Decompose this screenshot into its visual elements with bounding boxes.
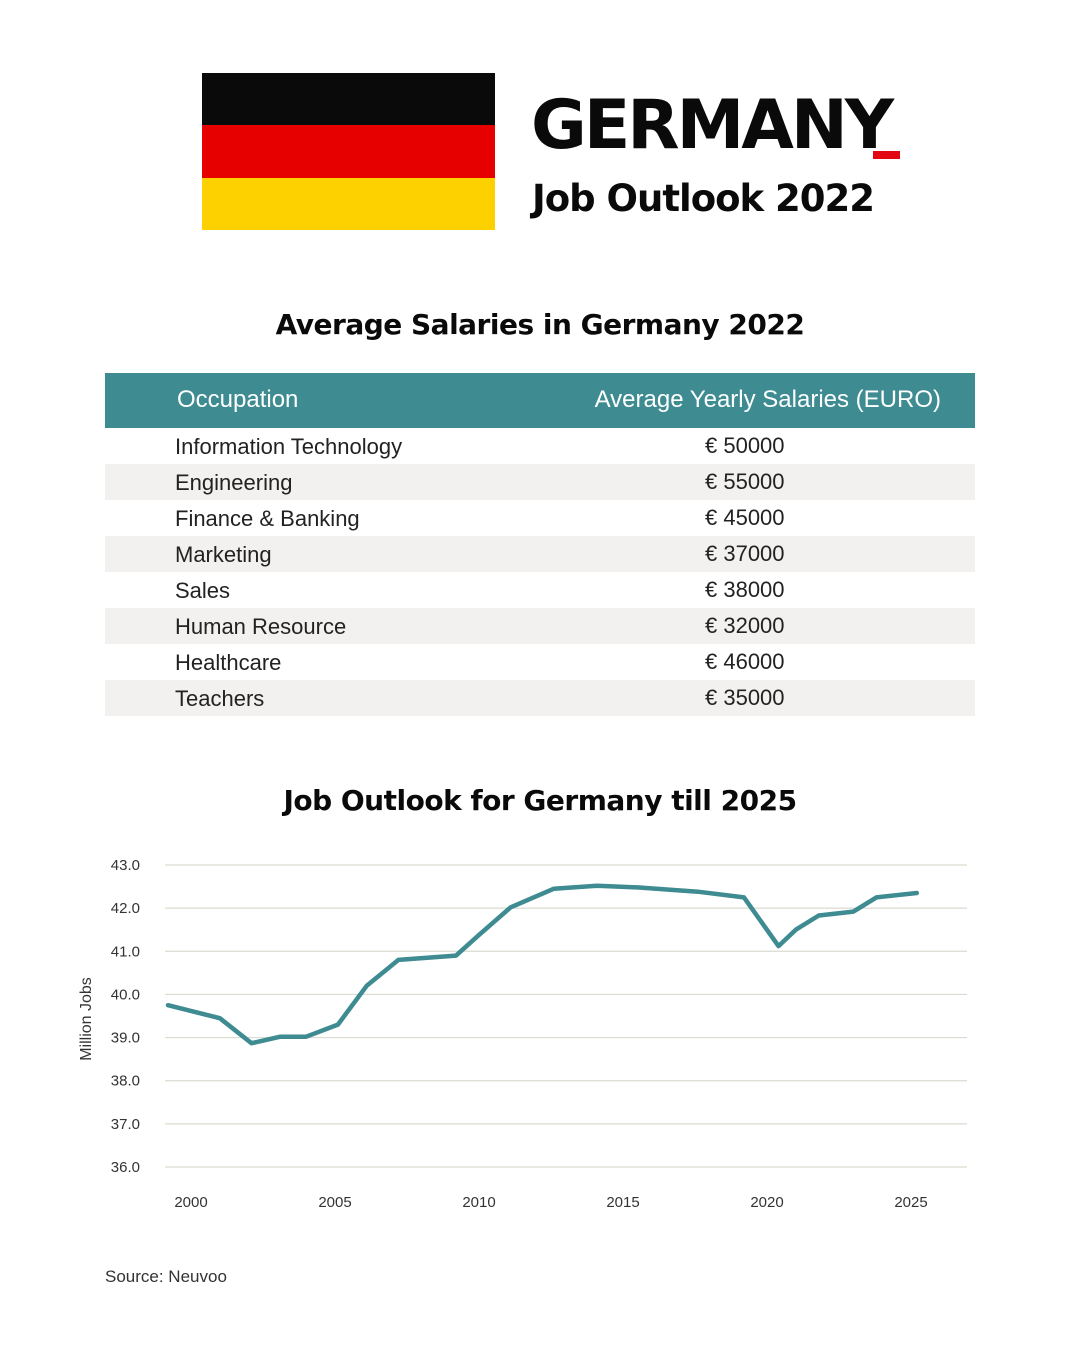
x-tick-label: 2015 [606,1194,639,1211]
series-line-million-jobs [165,883,920,1046]
y-tick-label: 41.0 [111,943,140,960]
x-tick-label: 2005 [318,1194,351,1211]
table-row: Human Resource € 32000 [105,608,975,644]
cell-salary: € 37000 [705,541,785,566]
table-row: Finance & Banking € 45000 [105,500,975,536]
table-header: Occupation Average Yearly Salaries (EURO… [105,373,975,428]
germany-flag [202,73,495,230]
cell-salary: € 32000 [705,613,785,638]
y-axis-label: Million Jobs [78,977,95,1061]
x-tick-label: 2025 [894,1194,927,1211]
flag-stripe-gold [202,177,495,230]
column-header-occupation: Occupation [177,386,299,413]
flag-stripe-red [202,125,495,178]
cell-salary: € 35000 [705,685,785,710]
cell-salary: € 50000 [705,433,785,458]
page-title: GERMANY [531,86,894,165]
y-tick-label: 36.0 [111,1159,140,1176]
cell-occupation: Healthcare [175,650,282,675]
cell-occupation: Sales [175,578,231,603]
chart-title: Job Outlook for Germany till 2025 [283,784,797,817]
flag-stripe-black [202,73,495,126]
y-tick-label: 38.0 [111,1073,140,1090]
column-header-salary: Average Yearly Salaries (EURO) [594,386,941,413]
salaries-table: Occupation Average Yearly Salaries (EURO… [105,373,975,716]
cell-occupation: Marketing [175,542,272,567]
cell-occupation: Engineering [175,470,293,495]
page-subtitle: Job Outlook 2022 [532,177,875,220]
y-tick-label: 39.0 [111,1030,140,1047]
y-tick-label: 42.0 [111,900,140,917]
table-row: Healthcare € 46000 [105,644,975,680]
cell-salary: € 46000 [705,649,785,674]
table-body: Information Technology € 50000 Engineering… [105,428,975,716]
y-tick-label: 40.0 [111,986,140,1003]
cell-salary: € 38000 [705,577,785,602]
table-row: Marketing € 37000 [105,536,975,572]
table-row: Information Technology € 50000 [105,428,975,464]
cell-salary: € 55000 [705,469,785,494]
cell-occupation: Finance & Banking [175,506,360,531]
cell-salary: € 45000 [705,505,785,530]
x-tick-label: 2020 [750,1194,783,1211]
title-accent-underscore [873,151,900,159]
x-tick-label: 2010 [462,1194,495,1211]
cell-occupation: Information Technology [175,434,403,459]
cell-occupation: Teachers [175,686,265,711]
x-tick-label: 2000 [174,1194,207,1211]
job-outlook-chart: 36.0 37.0 38.0 39.0 40.0 41.0 42.0 43.0 2000 2005… [78,857,967,1211]
y-tick-label: 43.0 [111,857,140,874]
table-row: Teachers € 35000 [105,680,975,716]
cell-occupation: Human Resource [175,614,347,639]
salaries-title: Average Salaries in Germany 2022 [275,308,805,341]
source-note: Source: Neuvoo [105,1267,227,1286]
y-tick-label: 37.0 [111,1116,140,1133]
table-row: Engineering € 55000 [105,464,975,500]
table-row: Sales € 38000 [105,572,975,608]
